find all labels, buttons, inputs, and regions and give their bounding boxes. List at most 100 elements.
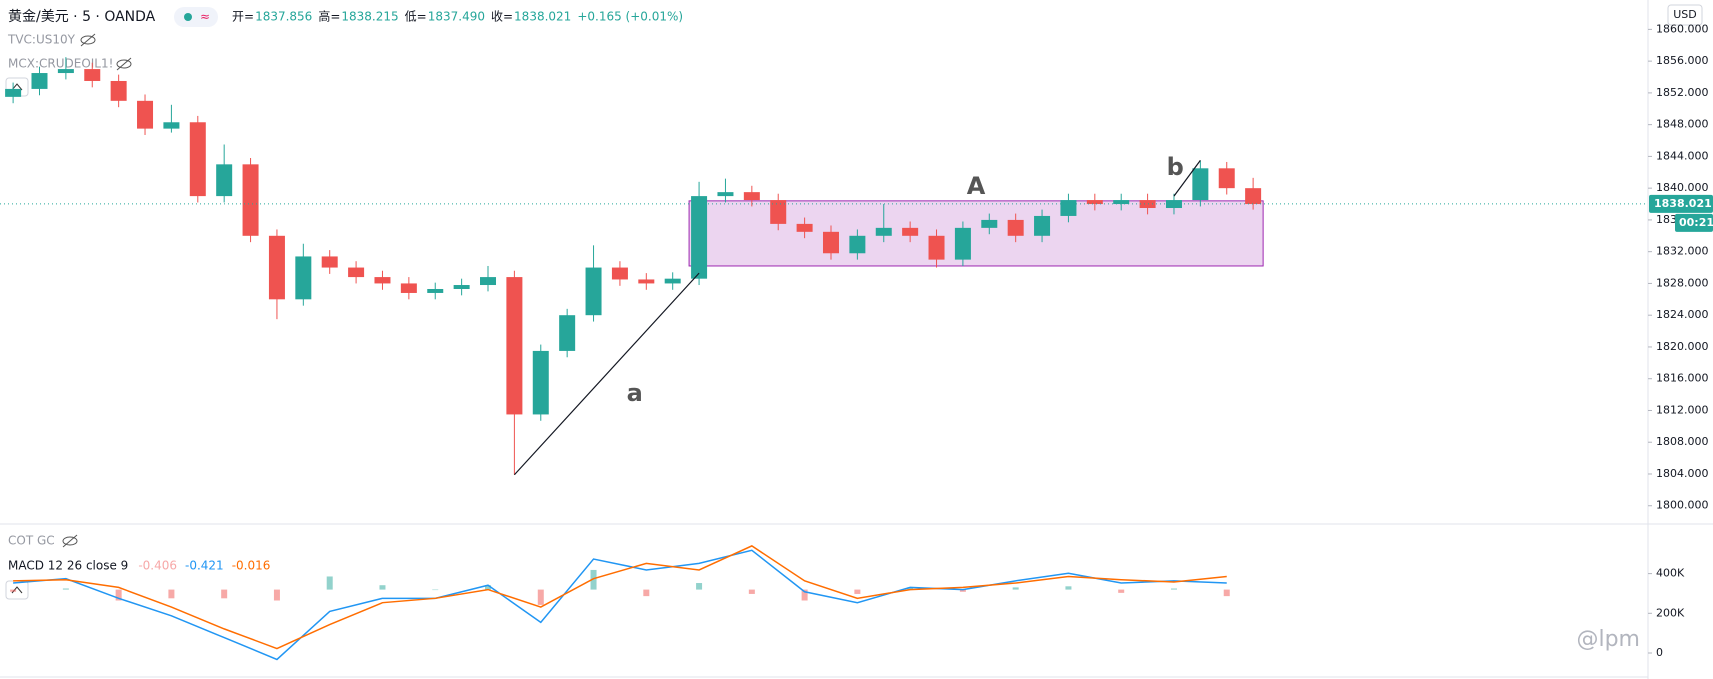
y-tick-label: 1856.000 [1656, 54, 1709, 67]
histogram-bar [959, 589, 966, 592]
y-tick-label: 1852.000 [1656, 86, 1709, 99]
histogram-bar [907, 587, 914, 590]
overlay-label[interactable]: MCX:CRUDEOIL1! [8, 57, 113, 71]
ohlc-label: 开= [232, 10, 254, 24]
candle-body [506, 277, 523, 415]
last-price-tag [1649, 194, 1713, 213]
symbol[interactable]: 黄金/美元 · 5 · OANDA [8, 8, 156, 25]
ohlc-value: 1838.021 [514, 10, 571, 24]
candle-body [691, 196, 708, 279]
hide-icon[interactable] [116, 57, 132, 71]
currency-box[interactable] [1667, 4, 1703, 26]
candle-body [1192, 168, 1209, 201]
candle-body [770, 200, 787, 224]
y-tick-label: 1800.000 [1656, 499, 1709, 512]
readout-value: -0.016 [232, 559, 271, 573]
status-pill[interactable] [174, 7, 218, 27]
candle-body [1007, 219, 1024, 236]
candle-body [1113, 200, 1130, 205]
histogram-bar [1065, 586, 1072, 590]
histogram-bar [537, 589, 544, 605]
y-tick-label: 1840.000 [1656, 181, 1709, 194]
candle-body [1086, 200, 1103, 205]
histogram-bar [10, 589, 17, 592]
countdown-tag [1675, 213, 1713, 232]
candle-body [242, 164, 259, 236]
y2-tick-label: 0 [1656, 646, 1663, 659]
candle-body [1034, 215, 1051, 236]
ohlc-label: 低= [405, 10, 427, 24]
y2-tick-label: 400K [1656, 567, 1685, 580]
market-status [184, 13, 192, 21]
ohlc: 开= 1837.856 高= 1838.215 低= 1837.490 收= 1838.021… [232, 9, 683, 24]
candle-body [348, 267, 365, 278]
candle-body [611, 267, 628, 280]
y-tick-label: 1804.000 [1656, 467, 1709, 480]
histogram-bar [1223, 589, 1230, 597]
candle-body [374, 277, 391, 284]
currency: USD [1673, 8, 1697, 21]
candle-body [954, 227, 971, 260]
candle-body [216, 164, 233, 197]
histogram-bar [590, 569, 597, 590]
ohlc-label: 收= [491, 10, 513, 24]
watermark: @lpm [1576, 627, 1640, 652]
histogram-bar [221, 589, 228, 599]
trend-label: b [1167, 153, 1184, 181]
histogram-bar [1118, 589, 1125, 593]
y-tick-label: 1812.000 [1656, 403, 1709, 416]
histogram-bar [854, 589, 861, 594]
overlay-label[interactable]: TVC:US10Y [7, 33, 76, 47]
collapse-icon [11, 83, 23, 91]
trend-label: a [627, 379, 643, 407]
candle-body [796, 223, 813, 232]
data-status: ≈ [200, 10, 210, 24]
histogram-bar [62, 588, 69, 590]
macd-readout: -0.406 -0.421 -0.016 [138, 559, 270, 573]
histogram-bar [115, 589, 122, 601]
last-price-label: 1838.021 [1654, 197, 1712, 210]
histogram-bar [748, 589, 755, 594]
candle-body [31, 73, 48, 89]
macd-line [13, 545, 1227, 650]
collapse-button[interactable] [5, 580, 29, 600]
macd-line [13, 549, 1227, 661]
range-box [688, 200, 1264, 267]
candle-body [137, 100, 154, 129]
candle-body [638, 279, 655, 284]
ohlc-label: 高= [318, 9, 340, 24]
candle-body [1218, 168, 1235, 189]
y-tick-label: 1844.000 [1656, 149, 1709, 162]
histogram-bar [696, 583, 703, 590]
y-tick-label: 1860.000 [1656, 22, 1709, 35]
ohlc-value: 1837.490 [428, 10, 485, 24]
candle-body [427, 288, 444, 293]
readout-value: -0.421 [185, 559, 224, 573]
candle-body [453, 285, 470, 289]
candle-body [532, 350, 549, 415]
histogram-bar [326, 576, 333, 590]
hide-icon[interactable] [62, 534, 78, 548]
candle-body [84, 69, 101, 81]
y-tick-label: 1808.000 [1656, 435, 1709, 448]
candle-body [480, 277, 497, 286]
candle-body [163, 122, 180, 129]
hide-icon[interactable] [80, 33, 96, 47]
candle-body [743, 192, 760, 201]
y2-tick-label: 200K [1656, 606, 1685, 619]
candle-body [57, 69, 74, 74]
candle-body [585, 267, 602, 316]
candle-body [928, 235, 945, 260]
candle-body [981, 219, 998, 228]
y-tick-label: 1824.000 [1656, 308, 1709, 321]
histogram-bar [379, 585, 386, 590]
macd-title: MACD 12 26 close 9 [8, 559, 128, 573]
overlay-label[interactable]: COT GC [8, 534, 55, 548]
candle-body [321, 256, 338, 268]
candle-body [1139, 200, 1156, 209]
y-tick-label: 1816.000 [1656, 372, 1709, 385]
y-tick-label: 1828.000 [1656, 276, 1709, 289]
candle-body [1165, 200, 1182, 209]
